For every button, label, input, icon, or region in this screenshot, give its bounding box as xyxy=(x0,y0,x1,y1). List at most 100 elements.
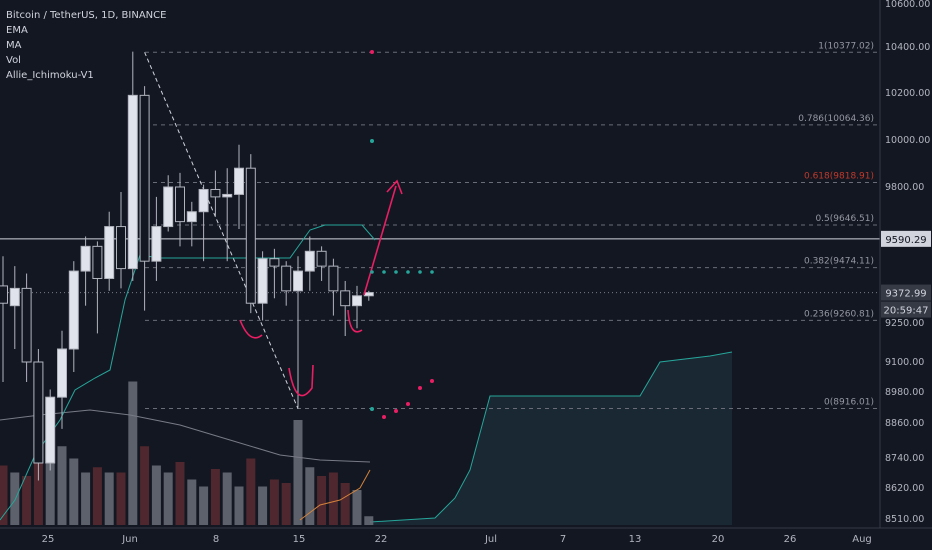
candle-body xyxy=(304,250,315,272)
fib-level-label: 0.382(9474.11) xyxy=(804,257,874,267)
candle-body xyxy=(340,290,351,307)
signal-dot xyxy=(370,139,374,143)
volume-bar xyxy=(151,465,161,525)
volume-bar xyxy=(128,381,138,525)
volume-bar xyxy=(22,476,32,525)
volume-bar xyxy=(340,483,350,525)
candle-body xyxy=(116,226,126,270)
candle-body xyxy=(127,94,138,270)
signal-dot xyxy=(418,270,422,274)
y-tick-label: 8510.00 xyxy=(885,514,924,525)
candle-body xyxy=(104,226,115,279)
candle-body xyxy=(45,396,56,464)
volume-bar xyxy=(234,486,244,525)
y-tick-label: 8740.00 xyxy=(885,453,924,464)
candle-body xyxy=(257,258,268,304)
volume-bar xyxy=(0,465,8,525)
signal-dot xyxy=(418,386,422,390)
volume-bar xyxy=(175,462,185,525)
candle-body xyxy=(328,265,339,292)
candle-body xyxy=(186,211,197,223)
candle-body xyxy=(21,287,32,363)
pattern-curve xyxy=(347,309,363,333)
y-tick-label: 8860.00 xyxy=(885,418,924,429)
fib-level-label: 0.5(9646.51) xyxy=(815,214,874,224)
signal-dot xyxy=(382,270,386,274)
signal-dot xyxy=(406,270,410,274)
price-label: 9372.99 xyxy=(885,289,926,300)
candle-body xyxy=(80,245,91,272)
volume-bar xyxy=(92,467,102,525)
volume-bar xyxy=(258,486,268,525)
price-label-box xyxy=(881,284,931,301)
candle-body xyxy=(281,265,292,292)
fib-trend-line xyxy=(144,52,299,409)
volume-bar xyxy=(352,490,362,525)
y-tick-label: 8620.00 xyxy=(885,483,924,494)
candle-body xyxy=(139,94,150,262)
signal-dot xyxy=(430,270,434,274)
signal-dot xyxy=(394,409,398,413)
signal-dot xyxy=(406,402,410,406)
x-tick-label: Jul xyxy=(484,534,497,545)
volume-bar xyxy=(210,469,220,525)
candle-body xyxy=(151,226,162,262)
ichimoku-cloud xyxy=(370,352,732,525)
signal-dot xyxy=(430,379,434,383)
candle-body xyxy=(222,193,233,198)
signal-dot xyxy=(394,270,398,274)
candle-body xyxy=(210,188,221,198)
x-tick-label: 15 xyxy=(293,534,306,545)
x-tick-label: 22 xyxy=(375,534,388,545)
indicator-vol[interactable]: Vol xyxy=(6,55,21,66)
x-tick-label: Jun xyxy=(121,534,138,545)
y-tick-label: 10400.00 xyxy=(885,42,930,53)
volume-bar xyxy=(69,458,79,525)
cloud-edge-line xyxy=(369,351,733,523)
volume-bar xyxy=(293,420,303,525)
signal-dot xyxy=(382,415,386,419)
signal-dot xyxy=(370,407,374,411)
x-tick-label: Aug xyxy=(852,534,872,545)
y-tick-label: 9250.00 xyxy=(885,318,924,329)
candle-body xyxy=(234,167,244,195)
indicator-ema[interactable]: EMA xyxy=(6,25,28,36)
signal-dot xyxy=(370,50,374,54)
fib-level-label: 0.618(9818.91) xyxy=(804,172,874,182)
candle-body xyxy=(33,361,44,464)
indicator-ma[interactable]: MA xyxy=(6,40,22,51)
fib-level-label: 1(10377.02) xyxy=(818,41,874,51)
candle-body xyxy=(92,245,103,279)
candle-body xyxy=(293,270,303,292)
candle-body xyxy=(0,285,8,304)
signal-dot xyxy=(370,270,374,274)
volume-ema-line xyxy=(299,469,371,521)
candle-body xyxy=(175,186,185,223)
candle-body xyxy=(163,186,174,228)
volume-bar xyxy=(317,476,327,525)
fib-level-label: 0.786(10064.36) xyxy=(798,114,874,124)
target-arrow-head xyxy=(386,179,403,195)
volume-bar xyxy=(163,472,173,525)
volume-bar xyxy=(104,472,114,525)
price-label-box xyxy=(881,301,931,318)
y-tick-label: 10600.00 xyxy=(885,0,930,10)
candle-body xyxy=(245,167,256,304)
symbol-title[interactable]: Bitcoin / TetherUS, 1D, BINANCE xyxy=(6,10,167,21)
x-tick-label: 13 xyxy=(629,534,642,545)
ichimoku-line xyxy=(0,224,376,521)
fib-level-label: 0.236(9260.81) xyxy=(804,309,874,319)
x-tick-label: 8 xyxy=(213,534,219,545)
candle-body xyxy=(57,348,67,398)
price-label-box xyxy=(881,230,931,247)
indicator-ichimoku[interactable]: Allie_Ichimoku-V1 xyxy=(6,70,94,81)
price-axis xyxy=(880,0,932,528)
candle-body xyxy=(9,287,20,307)
volume-bar xyxy=(45,455,55,525)
volume-bar xyxy=(269,479,279,525)
volume-bar xyxy=(81,472,91,525)
candle-body xyxy=(363,292,374,297)
candle-body xyxy=(316,250,327,267)
volume-bar xyxy=(328,472,338,525)
